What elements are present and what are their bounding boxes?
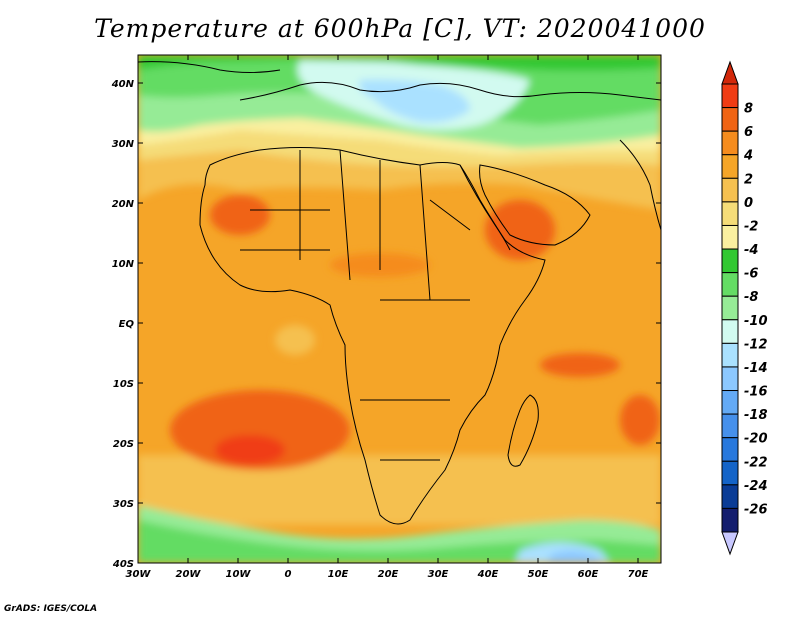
colorbar-max-arrow xyxy=(721,60,739,85)
lat-label: EQ xyxy=(119,319,135,330)
colorbar: 8 6 4 2 0 -2 -4 -6 -8 -10 -12 -14 -16 -18 -20 -22 -24 -26 xyxy=(721,60,768,556)
lon-label: 0 xyxy=(285,569,292,580)
lon-label: 50E xyxy=(528,569,549,580)
colorbar-label: -4 xyxy=(744,243,758,258)
lon-label: 20W xyxy=(176,569,202,580)
colorbar-segment xyxy=(721,272,739,297)
coastlines xyxy=(138,61,661,525)
colorbar-segment xyxy=(721,201,739,226)
colorbar-segment xyxy=(721,154,739,179)
colorbar-label: 2 xyxy=(744,172,753,187)
colorbar-segment xyxy=(721,413,739,439)
lat-label: 40S xyxy=(112,559,134,570)
colorbar-segment xyxy=(721,342,739,368)
colorbar-segment xyxy=(721,437,739,462)
colorbar-label: -10 xyxy=(744,314,768,329)
colorbar-label: -16 xyxy=(744,385,768,400)
lat-label: 20N xyxy=(112,199,135,210)
colorbar-label: 8 xyxy=(744,102,753,117)
colorbar-segment xyxy=(721,83,739,109)
colorbar-segment xyxy=(721,248,739,274)
colorbar-segment xyxy=(721,177,739,203)
colorbar-label: -24 xyxy=(744,479,768,494)
longitude-axis: 30W 20W 10W 0 10E 20E 30E 40E 50E 60E 70E xyxy=(126,55,649,580)
colorbar-segment xyxy=(721,319,739,344)
colorbar-segment xyxy=(721,224,739,250)
lon-label: 10E xyxy=(328,569,349,580)
lat-label: 40N xyxy=(111,79,135,90)
lon-label: 10W xyxy=(226,569,252,580)
lon-label: 30W xyxy=(126,569,152,580)
lat-label: 20S xyxy=(113,439,134,450)
colorbar-label: -6 xyxy=(744,267,758,282)
colorbar-segment xyxy=(721,507,739,533)
colorbar-label: -20 xyxy=(744,432,768,447)
lat-label: 30N xyxy=(112,139,135,150)
colorbar-segment xyxy=(721,460,739,486)
colorbar-label: -22 xyxy=(744,455,768,470)
colorbar-segment xyxy=(721,390,739,415)
lon-label: 30E xyxy=(428,569,449,580)
lat-label: 30S xyxy=(113,499,134,510)
colorbar-label: -2 xyxy=(744,219,758,234)
colorbar-label: -14 xyxy=(744,361,768,376)
colorbar-segment xyxy=(721,484,739,509)
colorbar-label: -26 xyxy=(744,502,768,517)
lon-label: 60E xyxy=(578,569,599,580)
colorbar-min-arrow xyxy=(721,531,739,556)
colorbar-label: -8 xyxy=(744,290,758,305)
colorbar-label: 0 xyxy=(744,196,753,211)
colorbar-segment xyxy=(721,107,739,132)
plot-frame xyxy=(137,54,662,564)
latitude-axis: 40N 30N 20N 10N EQ 10S 20S 30S 40S xyxy=(111,79,661,570)
colorbar-label: -12 xyxy=(744,337,768,352)
lat-label: 10N xyxy=(112,259,135,270)
colorbar-label: 4 xyxy=(743,149,753,164)
lon-label: 40E xyxy=(477,569,499,580)
lon-label: 70E xyxy=(628,569,649,580)
colorbar-segment xyxy=(721,130,739,156)
colorbar-label: -18 xyxy=(744,408,768,423)
colorbar-segment xyxy=(721,366,739,392)
lon-label: 20E xyxy=(378,569,399,580)
colorbar-segment xyxy=(721,295,739,321)
grads-credit: GrADS: IGES/COLA xyxy=(4,604,98,614)
map-title: Temperature at 600hPa [C], VT: 202004100… xyxy=(94,14,706,43)
temperature-field xyxy=(138,55,661,563)
colorbar-label: 6 xyxy=(744,125,753,140)
lat-label: 10S xyxy=(113,379,134,390)
